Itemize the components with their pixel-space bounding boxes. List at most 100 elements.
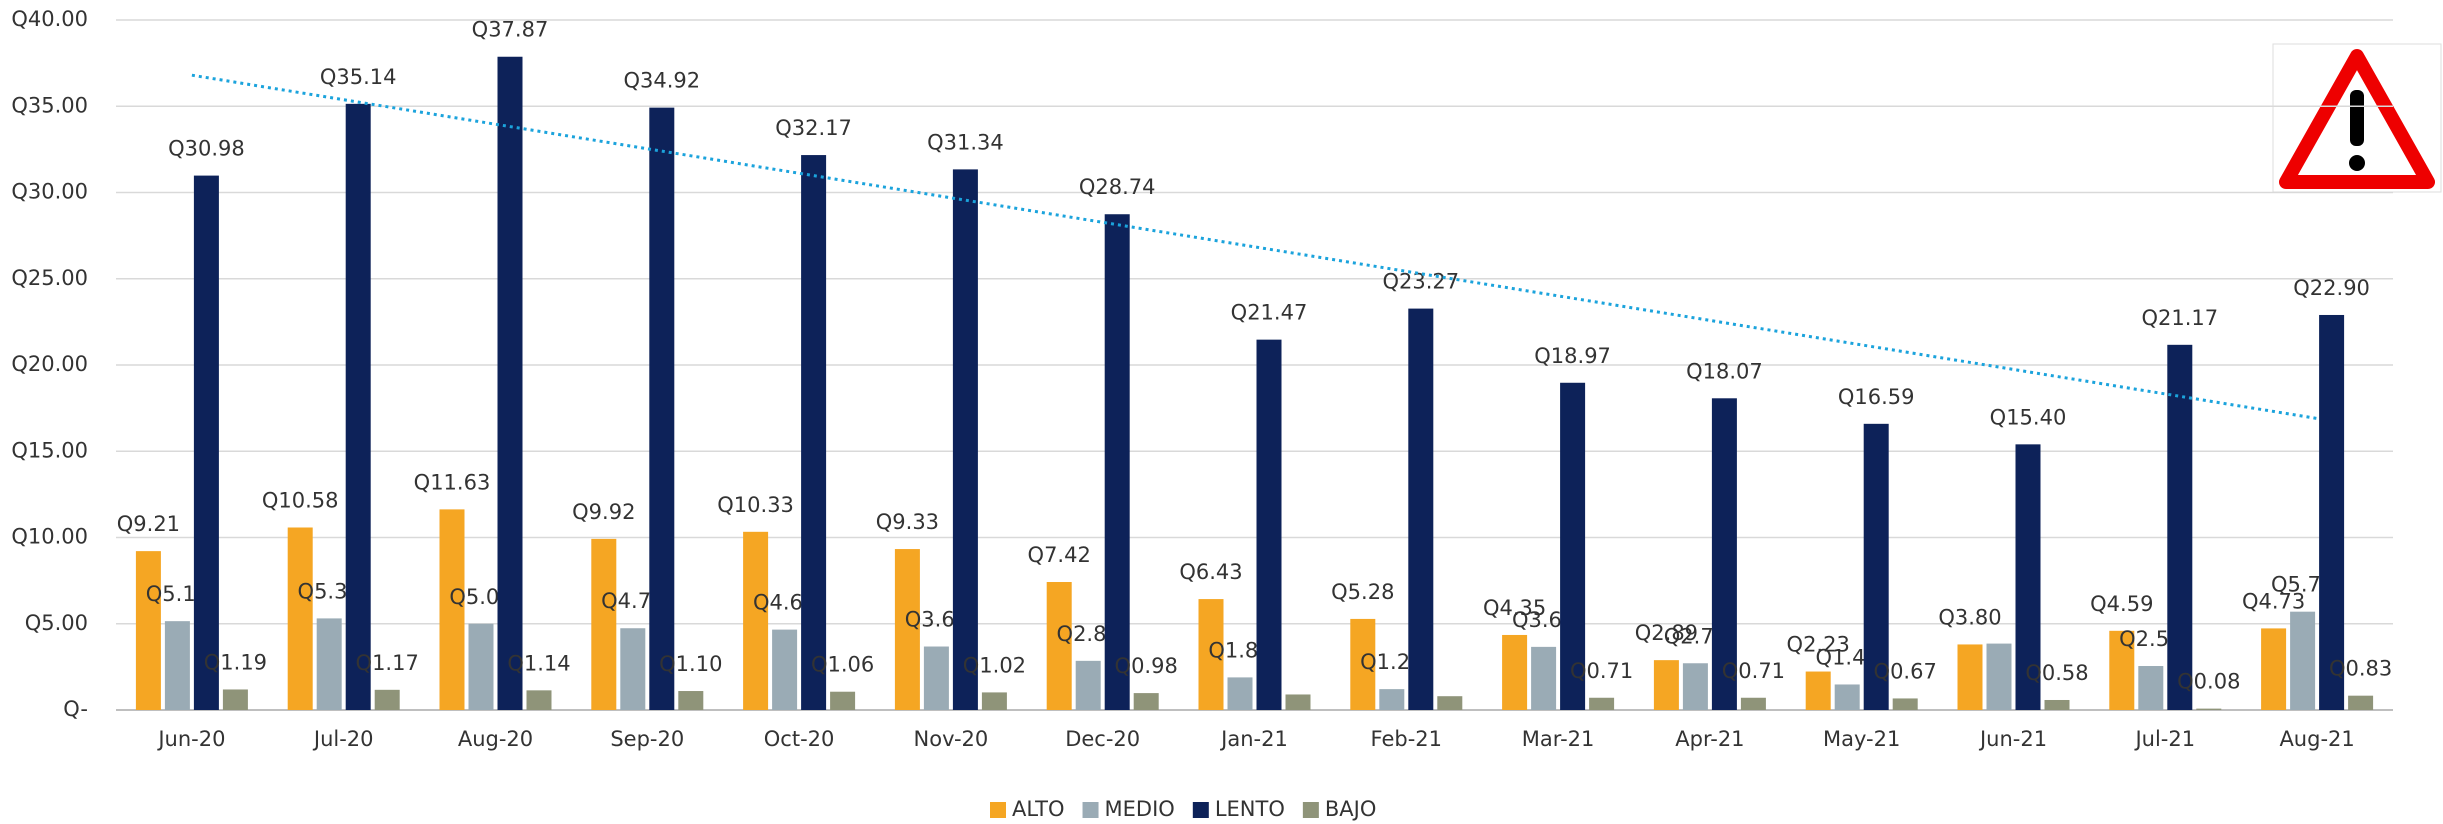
data-label: Q1.19	[204, 650, 267, 674]
trendline	[191, 73, 2318, 420]
y-tick-label: Q15.00	[11, 438, 88, 462]
bar	[164, 621, 190, 710]
x-tick-label: Aug-21	[2279, 727, 2354, 751]
bar	[1957, 644, 1983, 710]
data-label: Q4.73	[2242, 589, 2305, 613]
bar	[193, 175, 219, 711]
y-tick-label: Q35.00	[11, 93, 88, 117]
data-label: Q0.71	[1722, 659, 1785, 683]
bar	[2261, 628, 2287, 710]
y-tick-label: Q5.00	[25, 611, 88, 635]
bar	[1986, 643, 2012, 710]
bar	[830, 691, 856, 710]
bar	[2044, 699, 2070, 710]
data-label: Q37.87	[472, 18, 549, 42]
y-tick-label: Q40.00	[11, 7, 88, 31]
bar	[801, 155, 827, 710]
bar	[923, 646, 949, 710]
data-label: Q18.97	[1534, 344, 1611, 368]
bar	[1104, 214, 1130, 711]
x-tick-label: Oct-20	[764, 727, 835, 751]
warning-icon	[2272, 43, 2442, 193]
y-tick-label: Q-	[63, 697, 88, 721]
bar	[1589, 697, 1615, 710]
bar	[894, 549, 920, 710]
bar	[1531, 646, 1557, 710]
bar	[2109, 630, 2135, 710]
bar	[1740, 697, 1766, 710]
bar	[2167, 344, 2193, 710]
bar	[772, 629, 798, 710]
data-label: Q9.21	[117, 512, 180, 536]
x-tick-label: Apr-21	[1675, 727, 1744, 751]
data-label: Q0.71	[1570, 659, 1633, 683]
x-tick-label: Feb-21	[1371, 727, 1442, 751]
data-label: Q1.14	[507, 651, 570, 675]
x-tick-label: Jan-21	[1219, 727, 1288, 751]
legend-swatch	[990, 802, 1006, 818]
data-label: Q1.02	[963, 653, 1026, 677]
data-label: Q23.27	[1382, 270, 1459, 294]
bar	[1408, 308, 1434, 710]
data-label: Q15.40	[1990, 405, 2067, 429]
data-label: Q28.74	[1079, 175, 1156, 199]
bar	[1682, 663, 1708, 710]
bar	[1350, 618, 1376, 710]
bar	[981, 692, 1007, 710]
data-label: Q9.92	[572, 500, 635, 524]
bar	[2015, 444, 2041, 710]
data-label: Q18.07	[1686, 359, 1763, 383]
legend-swatch	[1192, 802, 1209, 818]
bar	[1198, 599, 1224, 710]
bar	[649, 107, 675, 710]
bar	[497, 56, 523, 711]
bar	[952, 169, 978, 710]
x-tick-label: Jul-20	[312, 727, 374, 751]
bar	[526, 690, 552, 710]
x-tick-label: Jun-20	[156, 727, 225, 751]
bar	[2348, 695, 2374, 710]
bar	[2196, 708, 2222, 710]
bar	[1227, 677, 1253, 710]
data-label: Q35.14	[320, 65, 397, 89]
bar	[1285, 694, 1311, 710]
bar	[591, 538, 617, 710]
bar	[1133, 693, 1159, 710]
bar	[1502, 634, 1528, 710]
data-label: Q9.33	[876, 510, 939, 534]
legend-label: ALTO	[1012, 797, 1065, 821]
bar	[1892, 698, 1918, 710]
data-label: Q3.80	[1938, 605, 2001, 629]
x-tick-label: Jun-21	[1978, 727, 2047, 751]
data-label: Q0.67	[1874, 659, 1937, 683]
bar	[316, 618, 342, 710]
data-label: Q21.47	[1231, 301, 1308, 325]
data-label: Q16.59	[1838, 385, 1915, 409]
bar	[1437, 696, 1463, 710]
data-label: Q7.42	[1028, 543, 1091, 567]
data-label: Q0.83	[2329, 657, 2392, 681]
bar	[678, 691, 704, 710]
x-tick-label: Mar-21	[1522, 727, 1595, 751]
data-label: Q4.35	[1483, 596, 1546, 620]
data-label: Q4.59	[2090, 592, 2153, 616]
data-label: Q21.17	[2141, 306, 2218, 330]
data-label: Q5.28	[1331, 580, 1394, 604]
legend-label: LENTO	[1215, 797, 1285, 821]
data-label: Q30.98	[168, 137, 245, 161]
y-tick-label: Q20.00	[11, 352, 88, 376]
bar	[2290, 611, 2316, 710]
data-label: Q10.58	[262, 488, 339, 512]
data-label: Q1.10	[659, 652, 722, 676]
x-tick-label: Aug-20	[458, 727, 533, 751]
bar	[1046, 582, 1072, 710]
x-tick-label: Sep-20	[610, 727, 684, 751]
bar	[2319, 314, 2345, 710]
legend-label: MEDIO	[1105, 797, 1175, 821]
x-tick-label: Jul-21	[2133, 727, 2195, 751]
data-label: Q6.43	[1179, 560, 1242, 584]
bar	[2138, 666, 2164, 710]
bar	[1379, 689, 1405, 710]
bar	[1560, 382, 1586, 710]
